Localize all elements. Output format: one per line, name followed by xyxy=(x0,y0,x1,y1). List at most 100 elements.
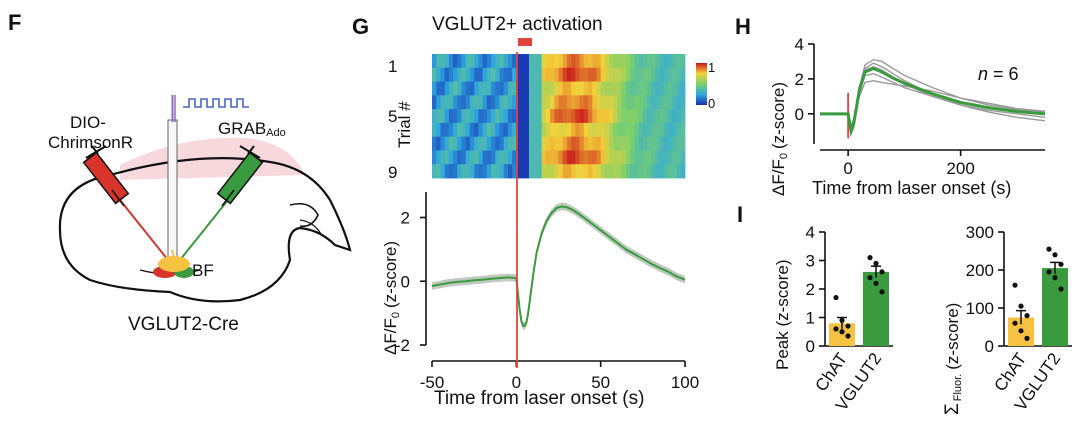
heatmap-cell xyxy=(609,95,614,110)
heatmap-cell xyxy=(680,164,686,179)
heatmap-cell xyxy=(478,67,483,82)
heatmap-cell xyxy=(583,54,589,69)
i-sum-data-point xyxy=(1024,313,1030,319)
heatmap-cell xyxy=(566,136,572,151)
heatmap-cell xyxy=(503,95,509,110)
heatmap-cell xyxy=(651,136,656,151)
heatmap-cell xyxy=(520,67,526,82)
heatmap-cell xyxy=(512,164,517,179)
heatmap-cell xyxy=(613,122,618,138)
heatmap-cell xyxy=(617,81,623,96)
virus-label-line1: DIO- xyxy=(70,113,106,132)
heatmap-cell xyxy=(655,164,661,179)
heatmap-cell xyxy=(440,95,446,110)
i-peak-data-point xyxy=(867,255,873,261)
heatmap-cell xyxy=(491,150,496,165)
heatmap-cell xyxy=(461,109,467,124)
heatmap-cell xyxy=(461,54,467,69)
heatmap-cell xyxy=(537,54,543,69)
heatmap-cell xyxy=(520,81,526,96)
heatmap-cell xyxy=(634,95,640,110)
heatmap-cell xyxy=(520,136,526,151)
heatmap-cell xyxy=(512,67,517,82)
heatmap-cell xyxy=(448,122,454,138)
heatmap-cell xyxy=(554,67,559,82)
heatmap-cell xyxy=(550,67,555,82)
heatmap-cell xyxy=(676,136,682,151)
heatmap-cell xyxy=(512,109,517,124)
heatmap-cell xyxy=(609,109,614,124)
heatmap-cell xyxy=(554,95,559,110)
heatmap-cell xyxy=(630,164,635,179)
heatmap-cell xyxy=(533,150,538,165)
heatmap-cell xyxy=(491,122,496,138)
heatmap-cell xyxy=(503,67,509,82)
heatmap-cell xyxy=(668,67,673,82)
heatmap-cell xyxy=(630,54,635,69)
heatmap-cell xyxy=(537,164,543,179)
heatmap-cell xyxy=(583,122,589,138)
heatmap-cell xyxy=(647,122,652,138)
heatmap-cell xyxy=(621,122,627,138)
heatmap-cell xyxy=(634,81,640,96)
heatmap-cell xyxy=(533,136,538,151)
heatmap-cell xyxy=(495,122,500,138)
heatmap-cell xyxy=(491,95,496,110)
heatmap-cell xyxy=(491,81,496,96)
heatmap-cell xyxy=(592,164,597,179)
heatmap-cell xyxy=(630,136,635,151)
heatmap-cell xyxy=(537,150,543,165)
heatmap-cell xyxy=(663,122,669,138)
panel-letter-g: G xyxy=(352,14,369,39)
heatmap-cell xyxy=(562,150,568,165)
heatmap-cell xyxy=(436,95,441,110)
heatmap-cell xyxy=(507,67,513,82)
heatmap-cell xyxy=(469,164,475,179)
heatmap-cell xyxy=(596,122,602,138)
heatmap-cell xyxy=(562,67,568,82)
heatmap-cell xyxy=(617,136,623,151)
heatmap-cell xyxy=(507,150,513,165)
heatmap-cell xyxy=(680,67,686,82)
heatmap-cell xyxy=(550,136,555,151)
heatmap-cell xyxy=(596,81,602,96)
heatmap-cell xyxy=(499,164,505,179)
heatmap-cell xyxy=(537,136,543,151)
heatmap-cell xyxy=(486,150,492,165)
heatmap-cell xyxy=(571,95,576,110)
heatmap-cell xyxy=(625,95,631,110)
i-peak-data-point xyxy=(873,280,879,286)
i-peak-data-point xyxy=(839,329,845,335)
heatmap-cell xyxy=(495,95,500,110)
heatmap-cell xyxy=(562,136,568,151)
heatmap-cell xyxy=(457,122,462,138)
heatmap-cell xyxy=(634,54,640,69)
heatmap-cell xyxy=(465,81,471,96)
heatmap-cell xyxy=(668,109,673,124)
heatmap-cell xyxy=(680,81,686,96)
heatmap-cell xyxy=(617,67,623,82)
g-xtick-label: 0 xyxy=(512,373,521,392)
heatmap-cell xyxy=(604,54,610,69)
heatmap-cell xyxy=(541,164,547,179)
heatmap-cell xyxy=(579,164,585,179)
heatmap-cell xyxy=(436,136,441,151)
heatmap-cell xyxy=(461,122,467,138)
heatmap-cell xyxy=(655,109,661,124)
i-peak-data-point xyxy=(879,289,885,295)
heatmap-cell xyxy=(503,164,509,179)
heatmap-cell xyxy=(625,164,631,179)
heatmap-cell xyxy=(436,150,441,165)
heatmap-cell xyxy=(507,136,513,151)
heatmap-cell xyxy=(638,150,644,165)
heatmap-cell xyxy=(634,122,640,138)
heatmap-cell xyxy=(566,164,572,179)
heatmap-cell xyxy=(503,109,509,124)
heatmap-cell xyxy=(663,150,669,165)
heatmap-cell xyxy=(638,81,644,96)
heatmap-cell xyxy=(528,67,534,82)
heatmap-cell xyxy=(663,81,669,96)
heatmap-cell xyxy=(440,150,446,165)
heatmap-cell xyxy=(558,54,564,69)
heatmap-cell xyxy=(436,54,441,69)
